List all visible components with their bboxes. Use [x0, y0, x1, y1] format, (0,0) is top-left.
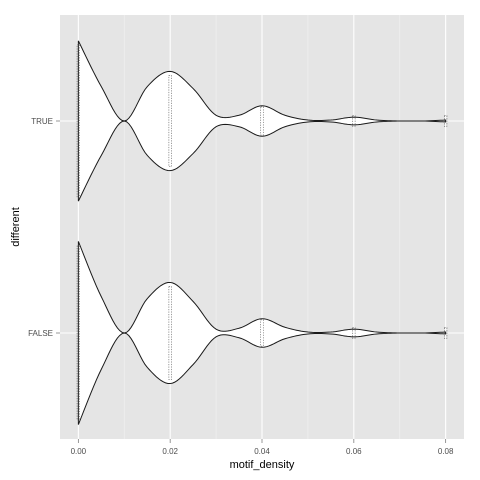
x-axis-title: motif_density — [230, 459, 295, 471]
violin-false — [77, 241, 447, 425]
y-tick-label: TRUE — [31, 117, 53, 126]
y-tick-label: FALSE — [28, 329, 53, 338]
point-cluster-true — [168, 75, 172, 167]
point-cluster-true — [76, 44, 80, 198]
point-cluster-false — [76, 245, 80, 421]
x-tick-label: 0.08 — [438, 447, 454, 456]
y-axis-title: different — [10, 207, 22, 247]
point-cluster-false — [444, 327, 448, 339]
data-points — [76, 44, 448, 421]
x-tick-label: 0.00 — [71, 447, 87, 456]
point-cluster-false — [260, 319, 264, 347]
x-tick-label: 0.04 — [254, 447, 270, 456]
violin-true — [77, 40, 447, 202]
violins — [77, 40, 447, 425]
point-cluster-true — [352, 115, 356, 127]
point-cluster-false — [352, 327, 356, 339]
x-tick-label: 0.02 — [162, 447, 178, 456]
point-cluster-true — [444, 115, 448, 127]
axis-ticks: 0.00 0.02 0.04 0.06 0.08 FALSE TRUE — [28, 117, 454, 456]
x-tick-label: 0.06 — [346, 447, 362, 456]
